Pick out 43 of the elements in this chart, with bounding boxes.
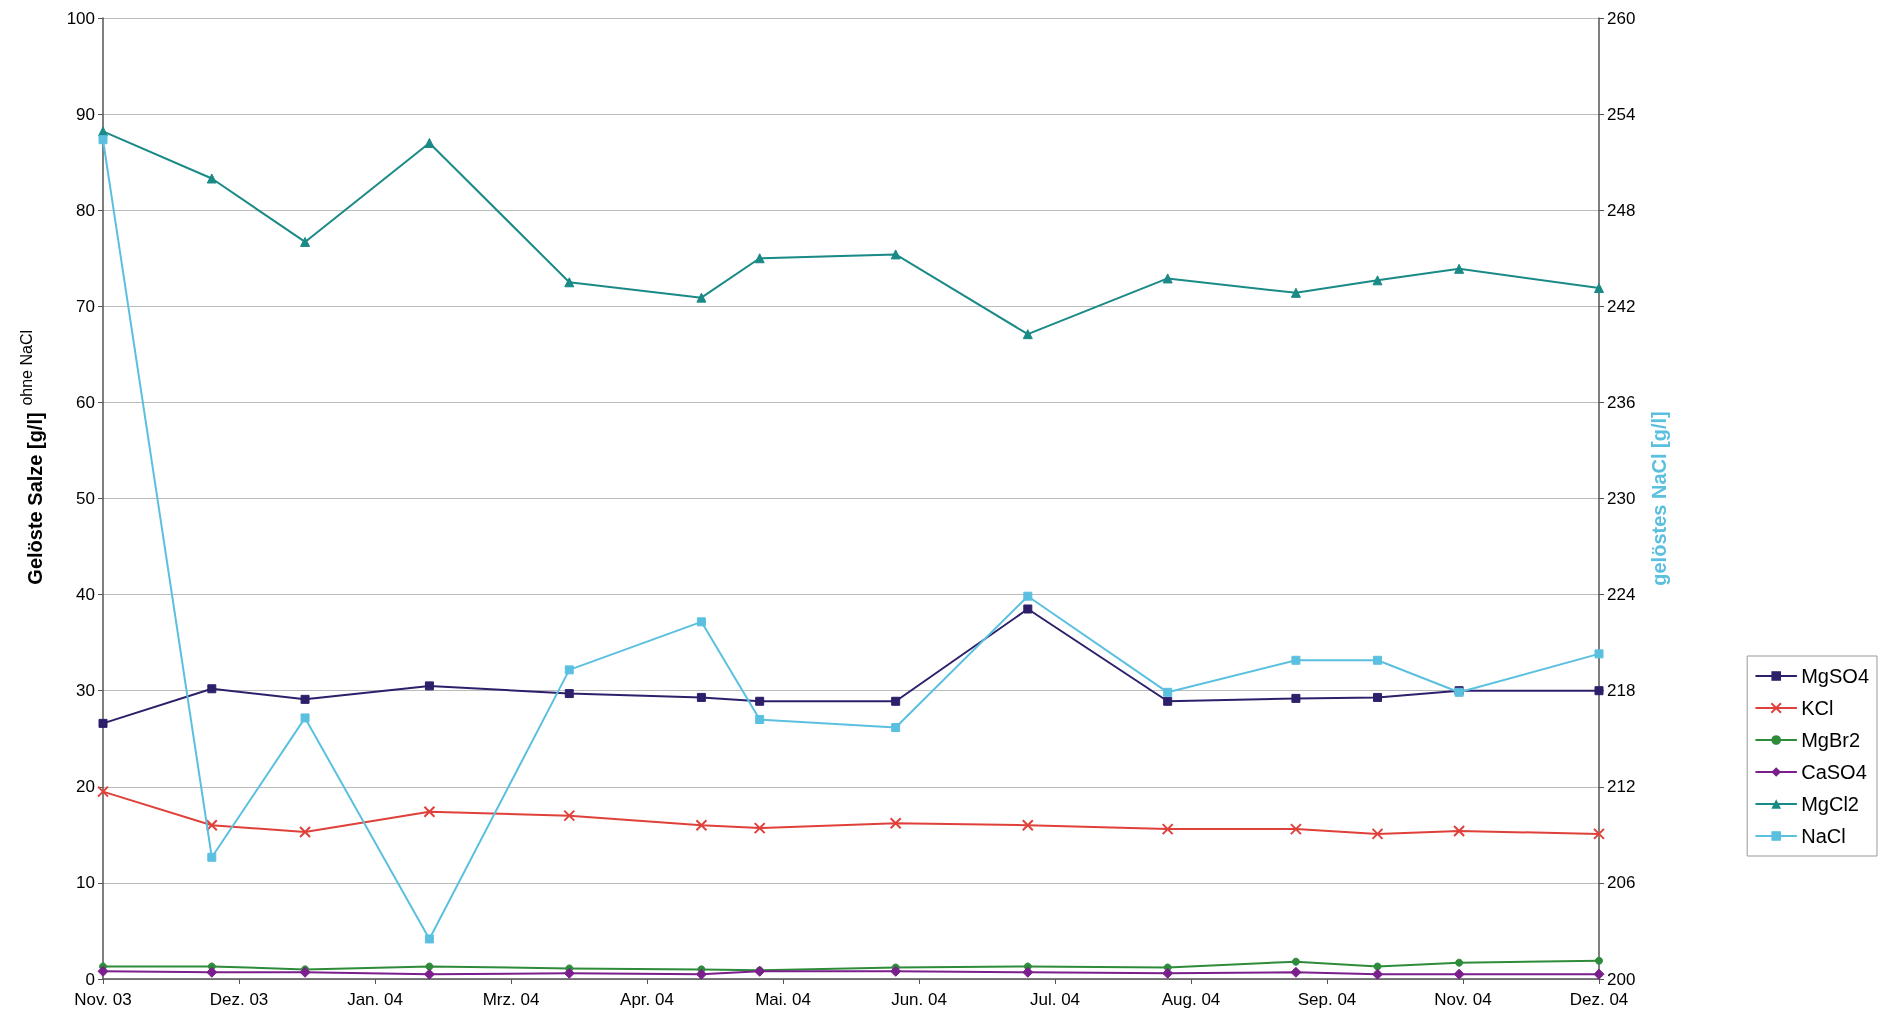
y-tick-label: 0 (85, 969, 95, 989)
y2-tick-label: 206 (1607, 873, 1636, 893)
y2-tick-label: 212 (1607, 777, 1636, 797)
x-tick-label: Aug. 04 (1161, 990, 1221, 1009)
y-tick-label: 50 (76, 489, 95, 508)
x-tick-label: Nov. 04 (1434, 990, 1492, 1009)
y2-tick-label: 242 (1607, 296, 1636, 316)
y2-tick-label: 260 (1607, 8, 1636, 28)
x-tick-label: Dez. 03 (209, 990, 269, 1009)
x-tick-label: Apr. 04 (620, 990, 674, 1009)
x-tick-label: Jun. 04 (891, 990, 947, 1009)
y-tick-label: 100 (66, 8, 95, 28)
legend-label: KCl (1801, 697, 1834, 719)
x-tick-label: Mrz. 04 (482, 990, 540, 1009)
y2-tick-label: 254 (1607, 104, 1636, 124)
legend-label: NaCl (1801, 825, 1846, 847)
y-tick-label: 20 (76, 777, 95, 797)
y2-tick-label: 224 (1607, 585, 1636, 605)
y-tick-label: 80 (76, 200, 95, 220)
y2-tick-label: 248 (1607, 200, 1636, 220)
x-tick-label: Nov. 03 (74, 990, 132, 1009)
y-tick-label: 60 (76, 392, 95, 412)
x-tick-label: Dez. 04 (1569, 990, 1629, 1009)
legend-label: MgSO4 (1801, 665, 1870, 687)
y-tick-label: 10 (76, 873, 95, 893)
y2-tick-label: 200 (1607, 969, 1636, 989)
legend-label: CaSO4 (1801, 761, 1867, 783)
x-tick-label: Jan. 04 (347, 990, 403, 1009)
legend-label: MgCl2 (1801, 793, 1859, 815)
y-tick-label: 90 (76, 104, 95, 124)
legend-label: MgBr2 (1801, 729, 1861, 751)
y2-tick-label: 218 (1607, 681, 1636, 701)
x-tick-label: Mai. 04 (755, 990, 811, 1009)
y-tick-label: 70 (76, 296, 95, 316)
text: ohne NaCl (17, 329, 35, 406)
y-axis-title: Gelöste Salze [g/l] (24, 412, 46, 585)
y2-axis-title: gelöstes NaCl [g/l] (1648, 411, 1670, 586)
y2-tick-label: 230 (1607, 489, 1636, 508)
y-tick-label: 30 (76, 681, 95, 701)
y-tick-label: 40 (76, 585, 95, 605)
y2-tick-label: 236 (1607, 392, 1636, 412)
x-tick-label: Jul. 04 (1029, 990, 1081, 1009)
x-tick-label: Sep. 04 (1297, 990, 1357, 1009)
